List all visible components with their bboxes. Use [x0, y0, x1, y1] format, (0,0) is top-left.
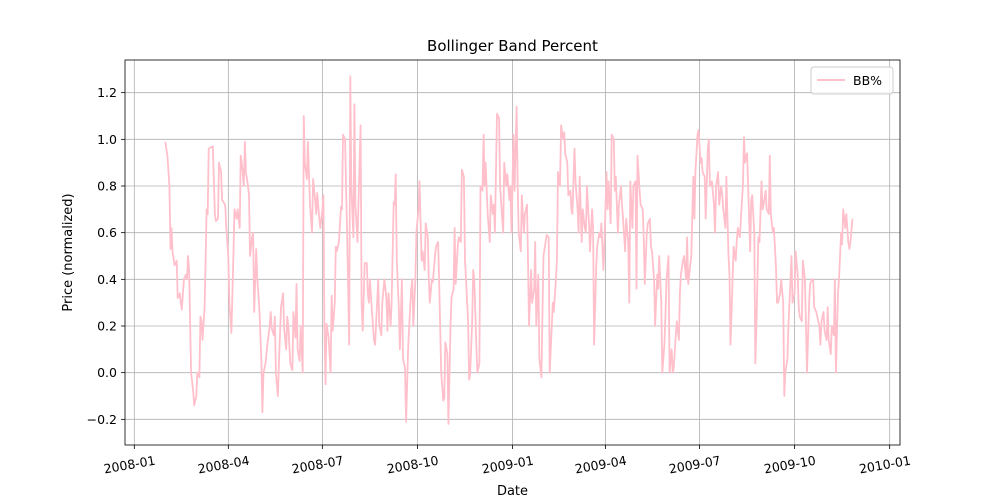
y-tick-label: 0.0: [97, 365, 117, 380]
chart-title: Bollinger Band Percent: [427, 37, 598, 55]
y-tick-label: 0.8: [97, 179, 117, 194]
y-tick-label: 0.6: [97, 225, 117, 240]
legend-box: [810, 66, 894, 95]
y-tick-label: 0.2: [97, 319, 117, 334]
legend-entry-bb-percent: BB%: [853, 73, 882, 88]
series-line-bb-percent: [164, 75, 854, 425]
y-tick-label: −0.2: [87, 412, 117, 427]
x-axis-label: Date: [497, 484, 528, 499]
y-tick-label: 1.2: [97, 85, 117, 100]
y-axis-ticks: −0.2 0.0 0.2 0.4 0.6 0.8 1.0 1.2: [87, 85, 125, 427]
y-tick-label: 0.4: [97, 272, 117, 287]
y-axis-label: Price (normalized): [61, 193, 76, 311]
series-layer: [164, 75, 854, 425]
y-tick-label: 1.0: [97, 132, 117, 147]
legend: BB%: [810, 66, 894, 95]
